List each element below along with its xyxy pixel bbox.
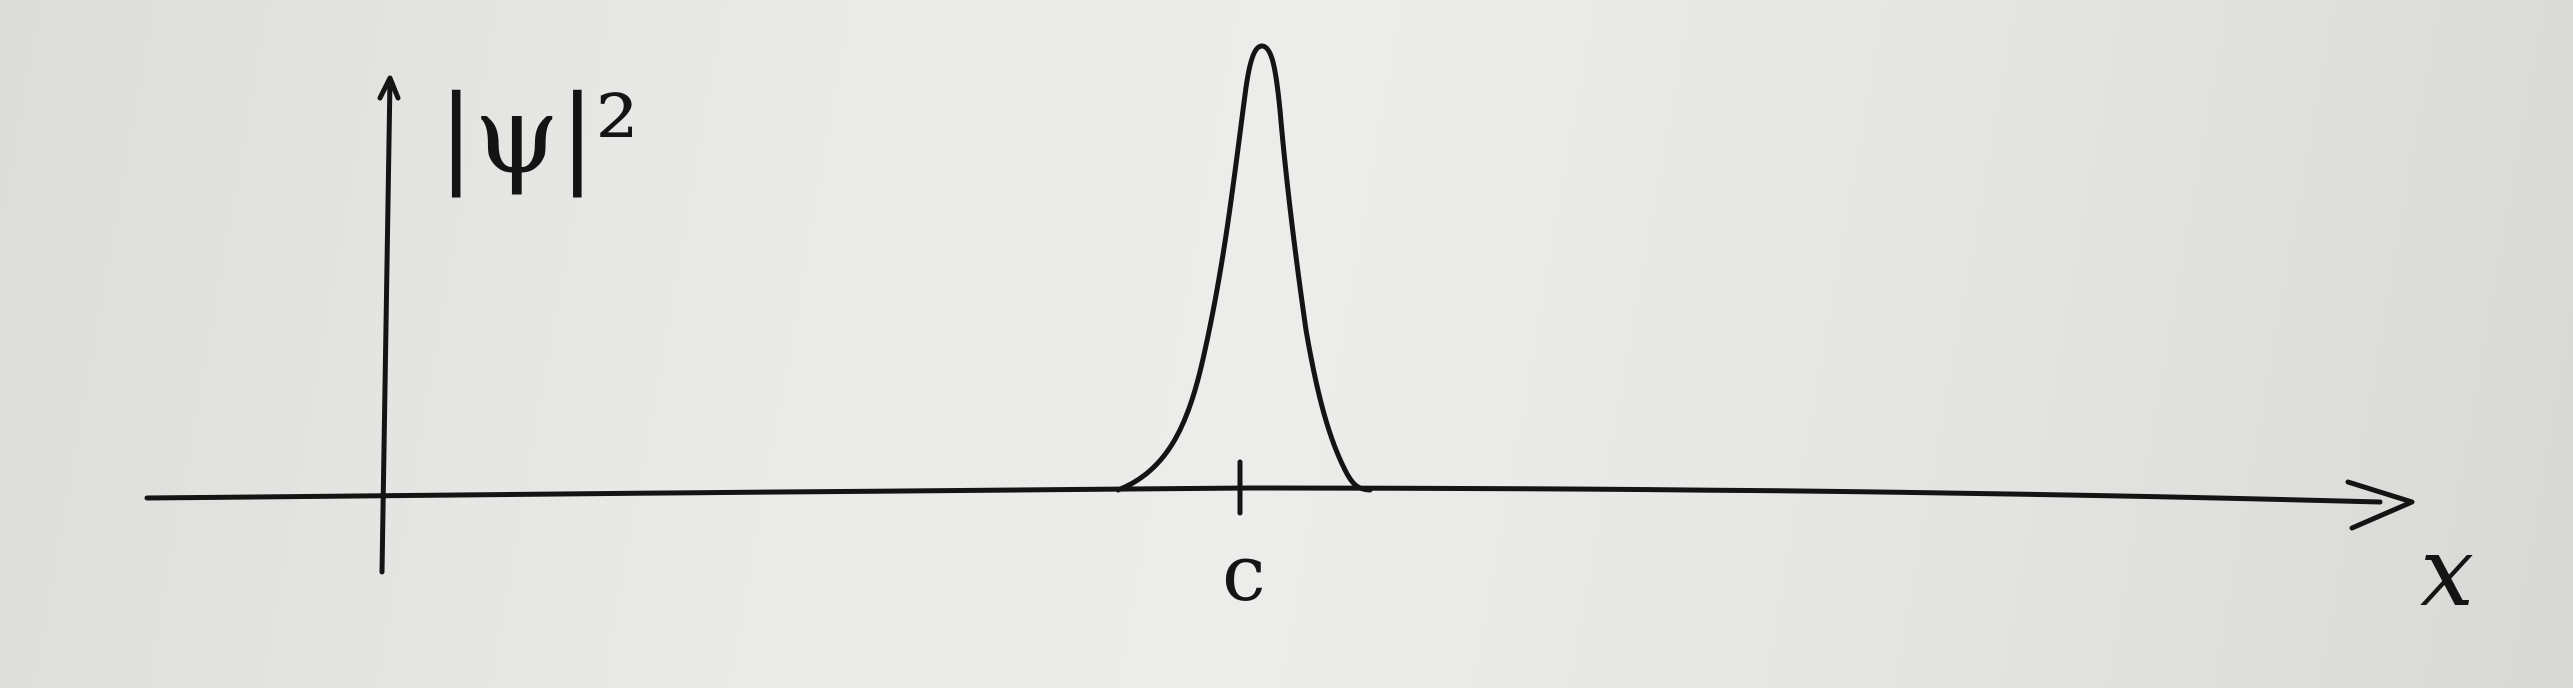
probability-peak-curve bbox=[1115, 43, 1373, 493]
tick-label-c: c bbox=[1222, 529, 1266, 619]
x-axis-line bbox=[144, 485, 2383, 505]
y-axis-line bbox=[379, 77, 393, 575]
x-axis-arrowhead bbox=[2345, 479, 2415, 531]
x-axis-label: x bbox=[2420, 516, 2474, 628]
y-axis-label: |ψ|² bbox=[438, 73, 639, 198]
y-axis-arrowhead bbox=[377, 75, 401, 101]
